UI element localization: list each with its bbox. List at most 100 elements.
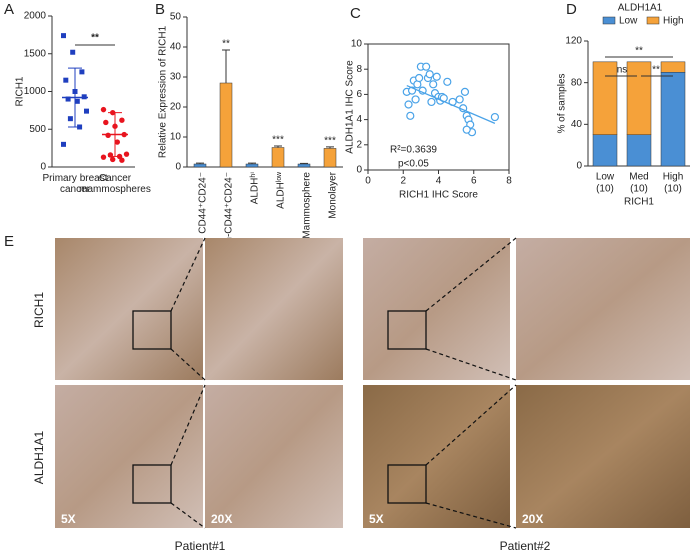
zoom-box xyxy=(132,310,172,350)
micrograph xyxy=(516,385,690,528)
magnification-label: 5X xyxy=(61,512,76,526)
y-axis-title: % of samples xyxy=(557,73,568,133)
y-tick-label: 40 xyxy=(170,42,182,53)
magnification-label: 20X xyxy=(522,512,543,526)
bar xyxy=(271,147,285,168)
data-point xyxy=(490,112,499,122)
micrograph xyxy=(363,238,510,380)
micrograph xyxy=(55,385,203,528)
data-point xyxy=(61,141,66,147)
x-tick-label: 2 xyxy=(400,176,406,187)
data-point xyxy=(460,87,470,96)
data-point xyxy=(103,119,109,126)
magnification-label: 5X xyxy=(369,512,384,526)
panel-letter: D xyxy=(566,1,577,18)
data-point xyxy=(119,117,125,123)
y-axis-title: Relative Expression of RICH1 xyxy=(158,25,169,158)
data-point xyxy=(81,94,87,100)
y-tick-label: 0 xyxy=(40,162,46,173)
data-point xyxy=(415,73,424,83)
bar xyxy=(245,163,259,168)
y-tick-label: 0 xyxy=(356,165,362,176)
data-point xyxy=(70,49,76,55)
y-tick-label: 30 xyxy=(170,72,182,83)
data-point xyxy=(422,62,431,71)
data-point xyxy=(105,132,111,138)
significance-label: ** xyxy=(91,33,99,44)
significance-label: *** xyxy=(272,135,284,146)
data-point xyxy=(411,95,420,104)
panel-letter: C xyxy=(350,5,361,22)
y-tick-label: 40 xyxy=(571,119,583,130)
y-tick-label: 2 xyxy=(356,139,362,150)
y-tick-label: 10 xyxy=(170,132,182,143)
data-point xyxy=(74,98,80,104)
x-tick-count: (10) xyxy=(664,184,682,195)
patient-label: Patient#1 xyxy=(175,539,226,553)
zoom-line xyxy=(425,348,517,381)
x-tick-count: (10) xyxy=(596,184,614,195)
significance-label: ** xyxy=(222,39,230,50)
bar xyxy=(297,163,311,168)
data-point xyxy=(455,95,464,104)
magnification-label: 20X xyxy=(211,512,232,526)
y-tick-label: 0 xyxy=(175,162,181,173)
panel-letter: E xyxy=(4,233,14,250)
panel-letter: A xyxy=(4,1,14,18)
zoom-box xyxy=(387,310,427,350)
bar xyxy=(219,82,233,168)
x-tick-label: ALDHʰⁱ xyxy=(250,172,261,205)
x-tick-count: (10) xyxy=(630,184,648,195)
y-axis-title: ALDH1A1 IHC Score xyxy=(345,60,356,154)
x-tick-label: Mammosphere xyxy=(302,172,313,239)
zoom-box xyxy=(387,464,427,504)
significance-label: ** xyxy=(652,65,660,76)
annotation: p<0.05 xyxy=(398,159,429,170)
y-tick-label: 10 xyxy=(351,39,363,50)
bar-segment xyxy=(660,61,686,73)
data-point xyxy=(429,80,438,89)
zoom-line xyxy=(170,348,206,381)
y-tick-label: 50 xyxy=(170,12,182,23)
zoom-line xyxy=(170,502,206,529)
legend-title: ALDH1A1 xyxy=(618,3,663,14)
zoom-box xyxy=(132,464,172,504)
y-tick-label: 1500 xyxy=(24,48,47,59)
x-tick-label: Low xyxy=(596,172,615,183)
y-tick-label: 0 xyxy=(576,161,582,172)
micrograph xyxy=(55,238,203,380)
x-tick-label: Monolayer xyxy=(328,171,339,218)
data-point xyxy=(406,111,415,120)
x-tick-label: 6 xyxy=(471,176,477,187)
panel-letter: B xyxy=(155,1,165,18)
data-point xyxy=(61,33,66,39)
y-tick-label: 6 xyxy=(356,89,362,100)
legend-label: Low xyxy=(619,16,638,27)
data-point xyxy=(427,97,436,107)
data-point xyxy=(443,77,452,86)
bar-segment xyxy=(592,61,618,135)
data-point xyxy=(119,157,125,163)
x-tick-label: 4 xyxy=(436,176,442,187)
data-point xyxy=(462,125,471,134)
micrograph xyxy=(205,385,343,528)
data-point xyxy=(404,100,413,109)
significance-label: ns xyxy=(617,65,628,76)
legend-swatch xyxy=(602,16,616,25)
fit-line xyxy=(406,84,496,124)
row-label: ALDH1A1 xyxy=(32,431,46,485)
y-tick-label: 120 xyxy=(565,36,582,47)
y-tick-label: 80 xyxy=(571,77,583,88)
y-tick-label: 2000 xyxy=(24,11,47,22)
data-point xyxy=(100,154,107,160)
zoom-line xyxy=(425,384,517,466)
x-tick-label: 0 xyxy=(365,176,371,187)
bar-segment xyxy=(592,134,618,167)
data-point xyxy=(65,96,71,102)
legend-swatch xyxy=(646,16,660,25)
data-point xyxy=(84,108,89,114)
patient-label: Patient#2 xyxy=(500,539,551,553)
x-tick-label: CD44⁺CD24⁻ xyxy=(198,172,209,234)
